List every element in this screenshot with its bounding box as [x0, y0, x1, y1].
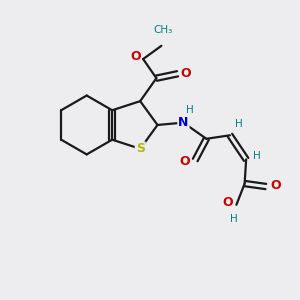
Text: O: O: [180, 155, 190, 168]
Text: H: H: [230, 214, 237, 224]
Text: O: O: [270, 179, 280, 192]
Text: O: O: [130, 50, 140, 63]
Text: O: O: [223, 196, 233, 209]
Text: CH₃: CH₃: [153, 26, 172, 35]
Text: H: H: [254, 151, 261, 161]
Text: N: N: [178, 116, 189, 129]
Text: H: H: [235, 119, 243, 129]
Text: H: H: [186, 105, 194, 115]
Text: S: S: [136, 142, 145, 155]
Text: O: O: [181, 67, 191, 80]
